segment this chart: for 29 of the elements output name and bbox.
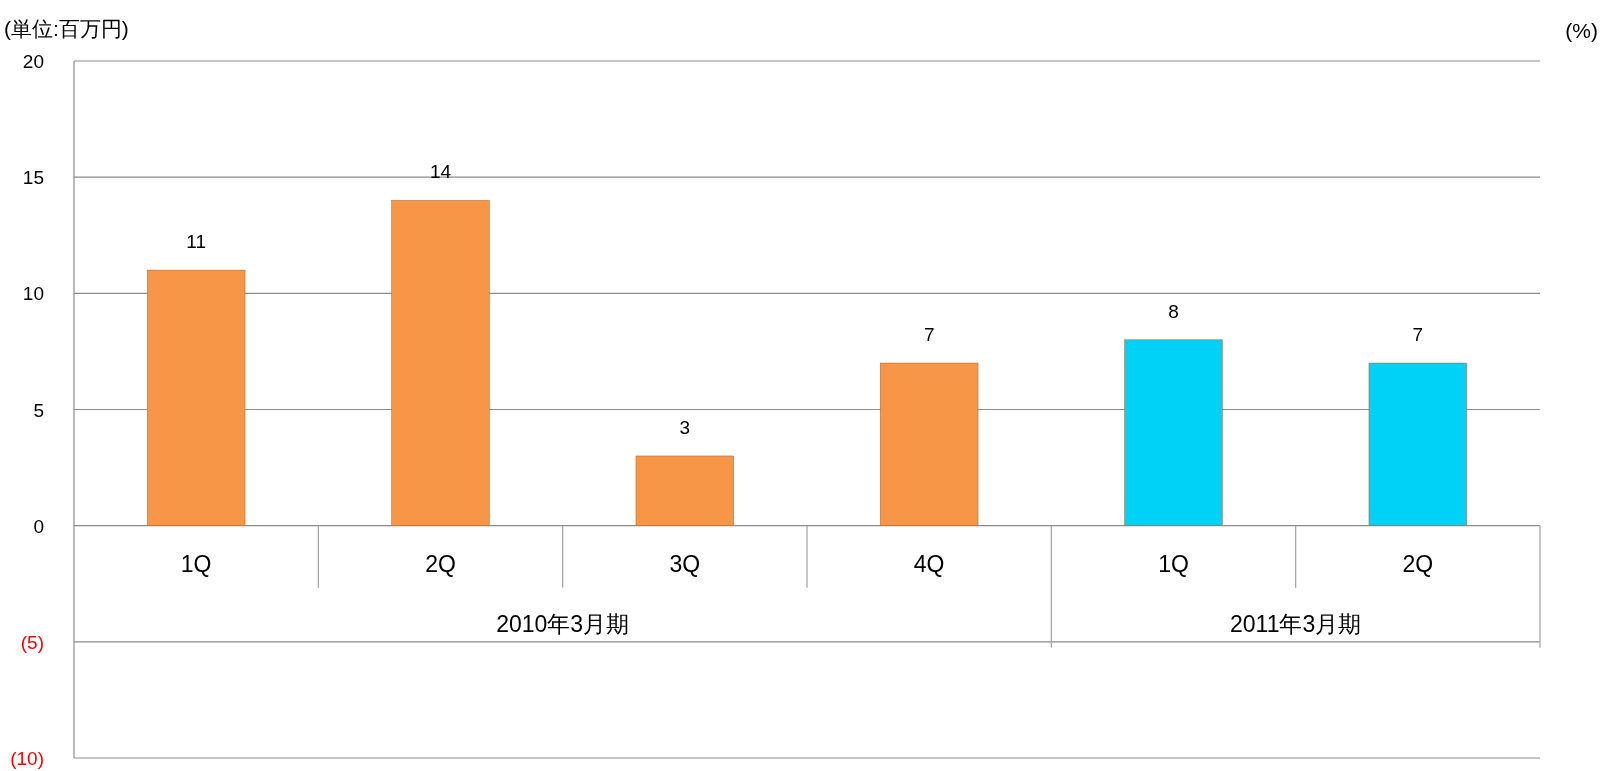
data-label: 14 xyxy=(429,161,452,183)
annotation: 2010年3月期 xyxy=(496,610,630,637)
y-tick-label: 15 xyxy=(22,167,44,189)
bar xyxy=(1368,362,1467,526)
x-tick-label: 2Q xyxy=(425,550,456,577)
x-tick-label: 3Q xyxy=(669,550,701,577)
y-tick-label: 20 xyxy=(22,51,44,72)
data-label: 3 xyxy=(679,416,691,438)
text: (%) xyxy=(1565,19,1598,42)
bar xyxy=(880,362,979,526)
y-tick-label: 5 xyxy=(33,399,44,421)
x-tick-label: 4Q xyxy=(913,550,945,577)
x-tick-label: 1Q xyxy=(180,550,212,577)
y-tick-label: (10) xyxy=(10,748,44,769)
bar xyxy=(147,269,246,526)
bar xyxy=(1124,339,1223,526)
data-label: 7 xyxy=(1412,324,1424,346)
y-tick-label: 0 xyxy=(33,515,44,537)
bar xyxy=(635,455,734,526)
data-label: 7 xyxy=(923,324,935,346)
x-tick-label: 1Q xyxy=(1158,550,1189,577)
data-label: 8 xyxy=(1168,300,1179,322)
x-tick-label: 2Q xyxy=(1402,550,1434,577)
y-tick-label: (5) xyxy=(20,631,44,653)
y-tick-label: 10 xyxy=(22,283,44,305)
annotation: 2011年3月期 xyxy=(1230,610,1362,637)
bar xyxy=(391,200,490,526)
data-label: 11 xyxy=(186,231,207,253)
text: (単位:百万円) xyxy=(4,17,129,40)
